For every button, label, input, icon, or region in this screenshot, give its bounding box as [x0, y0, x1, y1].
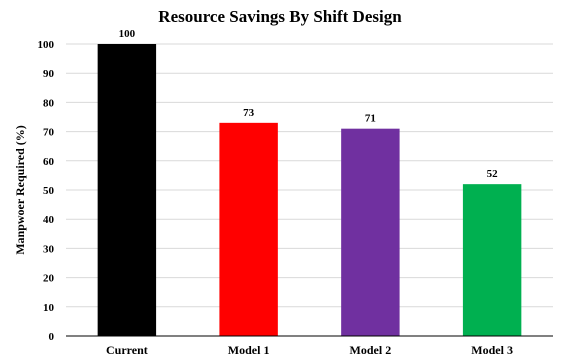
y-tick-label: 60 — [43, 156, 55, 168]
y-tick-label: 50 — [43, 185, 55, 197]
bar — [341, 128, 400, 336]
x-axis-categories: Current Model 1 Model 2 Model 3 — [106, 343, 513, 357]
data-label: 52 — [487, 168, 499, 180]
y-axis-label: Manpwoer Required (%) — [13, 125, 27, 255]
bar — [462, 184, 522, 336]
x-tick-label: Model 3 — [471, 343, 513, 357]
bar — [97, 44, 157, 336]
x-tick-label: Model 2 — [350, 343, 392, 357]
chart-title: Resource Savings By Shift Design — [158, 7, 402, 26]
y-tick-label: 20 — [43, 273, 55, 285]
x-tick-label: Model 1 — [228, 343, 270, 357]
data-label: 100 — [119, 28, 136, 40]
bar — [219, 122, 278, 336]
data-label: 73 — [243, 107, 255, 119]
y-tick-label: 80 — [43, 97, 55, 109]
y-axis-ticks: 0 10 20 30 40 50 60 70 80 90 100 — [38, 39, 55, 343]
y-tick-label: 0 — [49, 331, 55, 343]
y-tick-label: 90 — [43, 68, 55, 80]
data-label: 71 — [365, 113, 376, 125]
y-tick-label: 10 — [43, 302, 55, 314]
y-tick-label: 30 — [43, 243, 55, 255]
bars — [97, 44, 522, 336]
data-labels: 100 73 71 52 — [119, 28, 499, 180]
y-tick-label: 70 — [43, 127, 55, 139]
x-tick-label: Current — [106, 343, 148, 357]
y-tick-label: 40 — [43, 214, 55, 226]
y-tick-label: 100 — [38, 39, 55, 51]
